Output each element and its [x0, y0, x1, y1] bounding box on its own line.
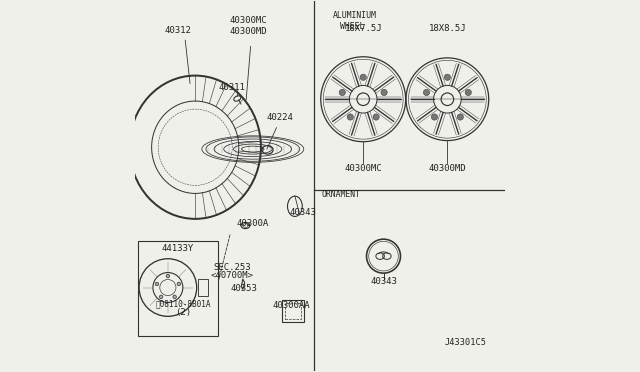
Circle shape — [173, 295, 177, 299]
Circle shape — [155, 282, 159, 286]
Bar — [285, 303, 301, 318]
Circle shape — [431, 114, 438, 120]
Text: <40700M>: <40700M> — [211, 271, 253, 280]
Text: ALUMINIUM: ALUMINIUM — [333, 11, 377, 20]
Text: J43301C5: J43301C5 — [445, 338, 487, 347]
Circle shape — [159, 295, 163, 299]
Text: 40300A: 40300A — [237, 219, 269, 228]
Circle shape — [381, 89, 387, 96]
Text: 18X8.5J: 18X8.5J — [429, 24, 466, 33]
Text: ORNAMENT: ORNAMENT — [322, 190, 361, 199]
Circle shape — [360, 74, 366, 80]
Text: 08110-8B01A: 08110-8B01A — [156, 299, 211, 309]
Bar — [138, 241, 218, 336]
Circle shape — [465, 89, 472, 96]
Text: 44133Y: 44133Y — [162, 244, 194, 253]
Text: 40300AA: 40300AA — [273, 301, 310, 310]
Text: 40311: 40311 — [219, 83, 246, 92]
Text: (2): (2) — [175, 308, 191, 317]
Text: 40300MD: 40300MD — [429, 164, 466, 173]
Circle shape — [373, 114, 380, 120]
Text: 40353: 40353 — [231, 284, 258, 293]
Bar — [282, 300, 304, 321]
Text: 40312: 40312 — [164, 26, 191, 35]
Text: SEC.253: SEC.253 — [213, 263, 251, 272]
Text: WHEEL: WHEEL — [340, 22, 365, 31]
Circle shape — [444, 74, 451, 80]
Text: 18X7.5J: 18X7.5J — [344, 24, 382, 33]
Text: 40300MC: 40300MC — [229, 16, 267, 25]
Text: 40224: 40224 — [267, 113, 294, 122]
Circle shape — [457, 114, 463, 120]
Circle shape — [423, 89, 429, 96]
Circle shape — [339, 89, 346, 96]
Text: 40300MC: 40300MC — [344, 164, 382, 173]
Circle shape — [177, 282, 180, 286]
Text: 40300MD: 40300MD — [229, 28, 267, 36]
Circle shape — [347, 114, 353, 120]
Circle shape — [166, 274, 170, 278]
Text: 40343: 40343 — [290, 208, 317, 217]
Text: 40343: 40343 — [370, 277, 397, 286]
